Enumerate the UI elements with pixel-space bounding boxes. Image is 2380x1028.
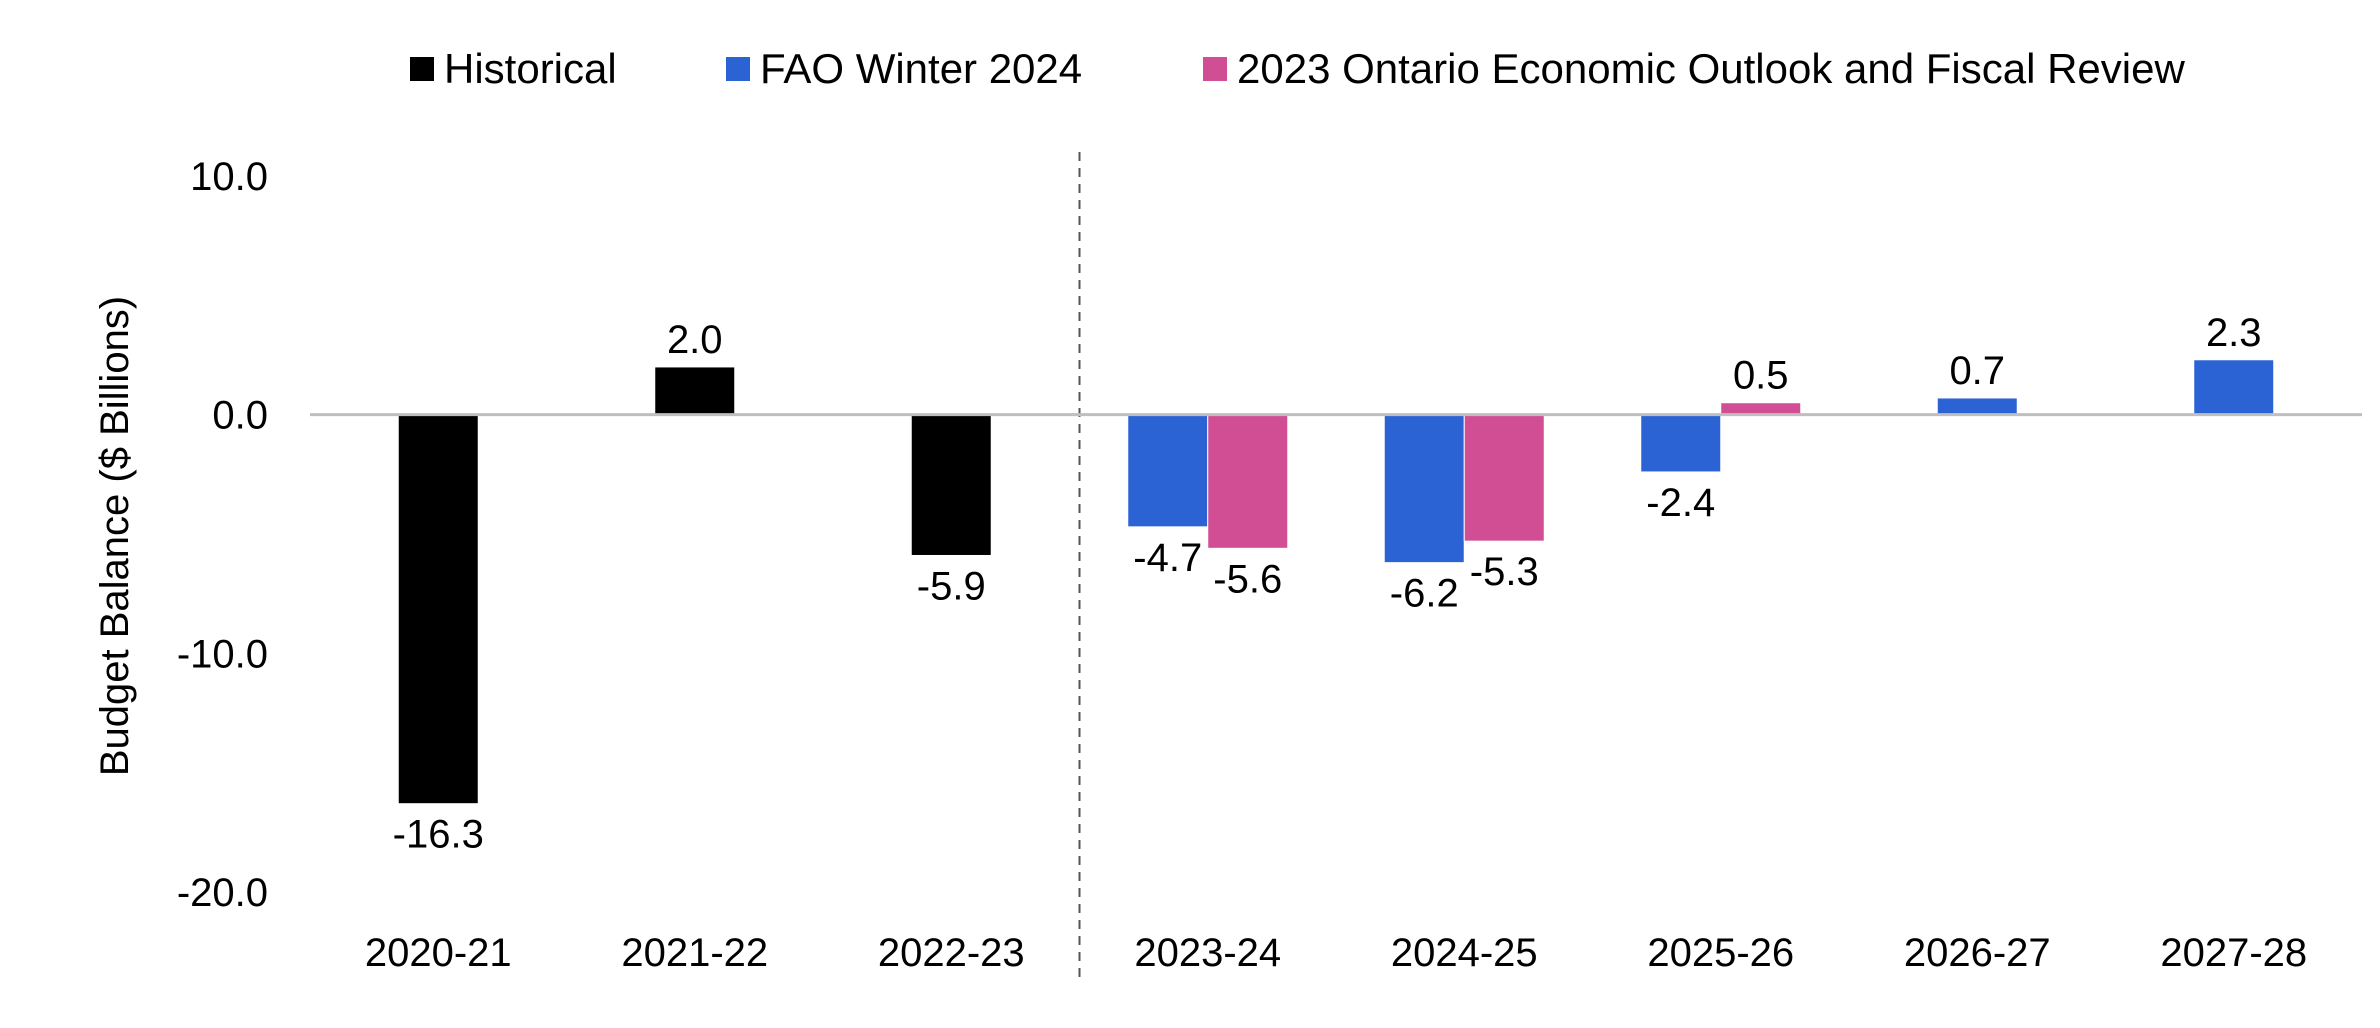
x-category-label: 2025-26 [1647, 931, 1794, 975]
x-category-label: 2022-23 [878, 931, 1025, 975]
bar-2025-26-2 [1720, 402, 1802, 416]
x-category-label: 2023-24 [1134, 931, 1281, 975]
data-label-2023-24-2: -5.6 [1213, 557, 1282, 601]
data-labels: -16.3 2.0 -5.9 -4.7 -5.6 -6.2 -5.3 -2.4 0.5 0.7 2.… [393, 311, 2262, 857]
legend-label-2: 2023 Ontario Economic Outlook and Fiscal… [1237, 45, 2185, 92]
legend-swatch-2 [1203, 57, 1227, 81]
bar-2023-24-1 [1127, 414, 1209, 528]
y-tick-label: 10.0 [190, 155, 268, 199]
x-category-label: 2024-25 [1391, 931, 1538, 975]
data-label-2025-26-1: -2.4 [1646, 481, 1715, 525]
data-label-2027-28-1: 2.3 [2206, 311, 2262, 355]
bar-2024-25-1 [1383, 414, 1465, 564]
data-label-2021-22-0: 2.0 [667, 318, 723, 362]
bar-2026-27-1 [1936, 397, 2018, 416]
data-label-2026-27-1: 0.7 [1949, 349, 2005, 393]
data-label-2020-21-0: -16.3 [393, 813, 484, 857]
legend: Historical FAO Winter 2024 2023 Ontario Ec… [410, 45, 2185, 92]
bar-2020-21-0 [397, 414, 479, 805]
y-axis-title: Budget Balance ($ Billions) [93, 296, 137, 776]
data-label-2023-24-1: -4.7 [1133, 536, 1202, 580]
y-tick-label: -20.0 [177, 871, 268, 915]
y-axis: Budget Balance ($ Billions) 10.0 0.0 -10.0 -… [93, 155, 268, 915]
data-label-2024-25-1: -6.2 [1390, 572, 1459, 616]
legend-swatch-1 [726, 57, 750, 81]
x-category-label: 2027-28 [2160, 931, 2307, 975]
x-axis: 2020-21 2021-22 2022-23 2023-24 2024-25 2025-… [365, 931, 2307, 975]
bars [397, 359, 2275, 805]
legend-swatch-0 [410, 57, 434, 81]
x-category-label: 2020-21 [365, 931, 512, 975]
bar-2027-28-1 [2193, 359, 2275, 416]
legend-label-0: Historical [444, 45, 617, 92]
data-label-2022-23-0: -5.9 [917, 564, 986, 608]
y-tick-label: 0.0 [212, 394, 268, 438]
bar-2024-25-2 [1463, 414, 1545, 542]
bar-2025-26-1 [1640, 414, 1722, 473]
x-category-label: 2026-27 [1904, 931, 2051, 975]
bar-2021-22-0 [654, 366, 736, 416]
x-category-label: 2021-22 [621, 931, 768, 975]
bar-2023-24-2 [1207, 414, 1289, 549]
y-tick-label: -10.0 [177, 632, 268, 676]
legend-label-1: FAO Winter 2024 [760, 45, 1082, 92]
bar-2022-23-0 [910, 414, 992, 556]
data-label-2024-25-2: -5.3 [1470, 550, 1539, 594]
data-label-2025-26-2: 0.5 [1733, 354, 1789, 398]
